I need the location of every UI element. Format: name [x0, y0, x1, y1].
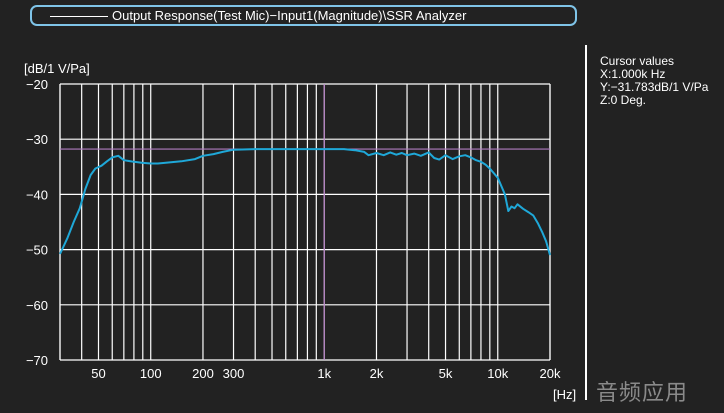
cursor-z-value: Z:0 Deg.: [600, 93, 647, 107]
y-tick-label: −60: [26, 298, 48, 313]
y-tick-label: −50: [26, 243, 48, 258]
response-chart[interactable]: [dB/1 V/Pa] −20 −30 −40 −50 −60 −70 50 100 200 3…: [0, 0, 580, 413]
y-tick-labels: −20 −30 −40 −50 −60 −70: [26, 77, 48, 368]
y-gridlines: [60, 83, 550, 361]
series-group: [59, 148, 551, 256]
x-axis-label: [Hz]: [553, 387, 576, 402]
legend-series-line: [50, 16, 108, 17]
panel-divider: [585, 45, 587, 400]
x-tick-label: 5k: [439, 366, 453, 381]
watermark-text: 音频应用: [596, 381, 689, 406]
x-tick-labels: 50 100 200 300 1k 2k 5k 10k 20k: [91, 366, 561, 381]
x-tick-label: 1k: [317, 366, 331, 381]
x-tick-label: 100: [140, 366, 162, 381]
series-line-magnitude: [59, 148, 551, 256]
y-tick-label: −30: [26, 132, 48, 147]
legend-box: Output Response(Test Mic)−Input1(Magnitu…: [30, 5, 577, 26]
cursor-y-value: Y:−31.783dB/1 V/Pa: [600, 80, 709, 94]
x-tick-label: 2k: [370, 366, 384, 381]
legend-series-label: Output Response(Test Mic)−Input1(Magnitu…: [112, 8, 467, 23]
x-tick-label: 50: [91, 366, 105, 381]
x-tick-label: 300: [223, 366, 245, 381]
y-tick-label: −40: [26, 187, 48, 202]
x-tick-label: 20k: [540, 366, 561, 381]
y-axis-label: [dB/1 V/Pa]: [24, 61, 90, 76]
cursor-title: Cursor values: [600, 54, 675, 68]
x-tick-label: 200: [192, 366, 214, 381]
x-gridlines: [59, 84, 551, 360]
x-tick-label: 10k: [487, 366, 508, 381]
cursor-x-value: X:1.000k Hz: [600, 67, 666, 81]
y-tick-label: −70: [26, 353, 48, 368]
cursor-values-panel: Cursor values X:1.000k Hz Y:−31.783dB/1 …: [600, 55, 708, 107]
y-tick-label: −20: [26, 77, 48, 92]
